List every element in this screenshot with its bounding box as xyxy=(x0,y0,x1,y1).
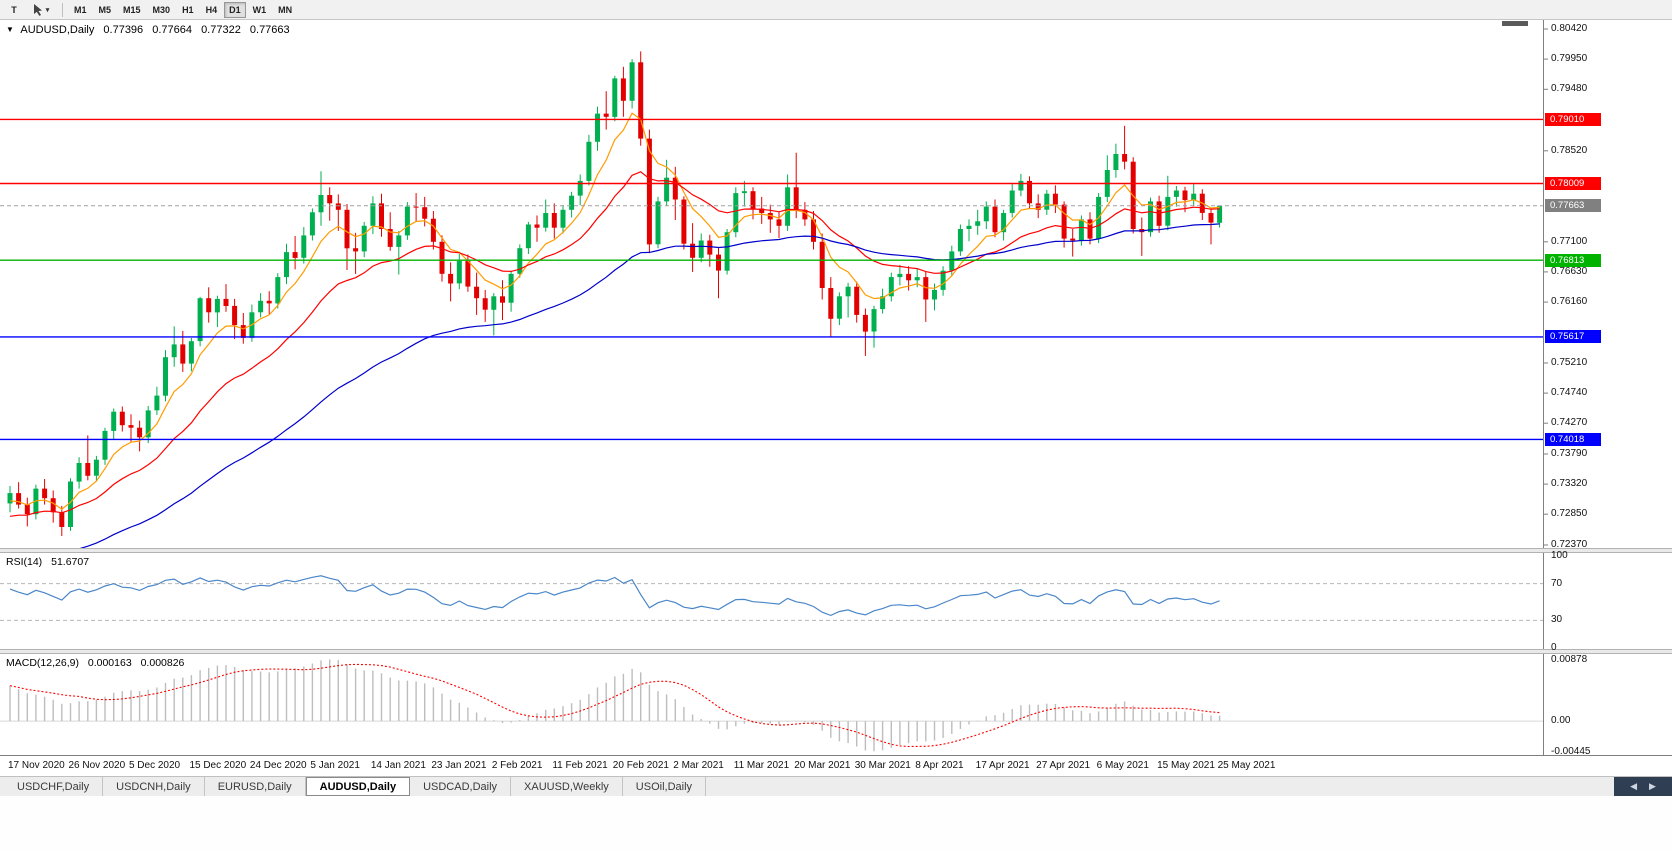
timeframe-button-M1[interactable]: M1 xyxy=(74,4,87,15)
chart-tab-USDCHF[interactable]: USDCHF,Daily xyxy=(4,777,104,796)
dropdown-arrow-icon: ▾ xyxy=(45,6,50,14)
chart-tab-USDCNH[interactable]: USDCNH,Daily xyxy=(103,777,205,796)
date-axis-label: 17 Nov 2020 xyxy=(8,760,65,771)
date-axis-label: 8 Apr 2021 xyxy=(915,760,964,771)
ohlc-high: 0.77664 xyxy=(152,24,192,36)
date-axis-label: 20 Mar 2021 xyxy=(794,760,851,771)
pointer-tool-button[interactable]: ▾ xyxy=(26,2,56,18)
macd-signal-value: 0.000826 xyxy=(140,657,185,669)
cursor-icon xyxy=(33,4,42,16)
date-axis-label: 24 Dec 2020 xyxy=(249,760,307,771)
chart-symbol-label: AUDUSD,Daily xyxy=(20,24,95,36)
toolbar: T ▾ M1 M5 M15 M30 H1 H4 D1 W1 MN xyxy=(0,0,1672,20)
date-axis-label: 27 Apr 2021 xyxy=(1036,760,1091,771)
ohlc-low: 0.77322 xyxy=(201,24,241,36)
timeframe-button-M15[interactable]: M15 xyxy=(123,4,141,15)
macd-indicator-label: MACD(12,26,9) 0.000163 0.000826 xyxy=(6,657,190,669)
tab-scroll-control[interactable]: ◀ ▶ xyxy=(1614,777,1672,796)
date-axis-label: 17 Apr 2021 xyxy=(975,760,1030,771)
timeframe-button-MN[interactable]: MN xyxy=(278,4,293,15)
chart-tab-EURUSD[interactable]: EURUSD,Daily xyxy=(205,777,306,796)
timeframe-button-H4[interactable]: H4 xyxy=(205,4,218,15)
date-axis-label: 20 Feb 2021 xyxy=(612,760,669,771)
chart-tab-USOil[interactable]: USOil,Daily xyxy=(623,777,707,796)
date-axis-label: 5 Dec 2020 xyxy=(128,760,181,771)
tab-scroll-right-icon[interactable]: ▶ xyxy=(1649,781,1656,791)
date-axis-label: 25 May 2021 xyxy=(1217,760,1276,771)
date-axis-label: 23 Jan 2021 xyxy=(431,760,487,771)
pane-splitter[interactable] xyxy=(0,649,1672,654)
chart-tab-AUDUSD[interactable]: AUDUSD,Daily xyxy=(305,777,411,796)
toolbar-separator xyxy=(62,2,63,17)
timeframe-button-H1[interactable]: H1 xyxy=(182,4,194,15)
timeframe-button-M5[interactable]: M5 xyxy=(98,4,112,15)
date-axis-label: 15 May 2021 xyxy=(1157,760,1215,771)
macd-name: MACD(12,26,9) xyxy=(6,657,79,669)
date-axis-label: 11 Mar 2021 xyxy=(733,760,790,771)
timeframe-buttons: M1 M5 M15 M30 H1 H4 D1 W1 MN xyxy=(68,1,298,18)
ohlc-close: 0.77663 xyxy=(249,24,290,36)
chart-tab-bar: USDCHF,Daily USDCNH,Daily EURUSD,Daily AUDU… xyxy=(0,776,1672,796)
chart-window: ▼ AUDUSD,Daily 0.77396 0.77664 0.77322 0… xyxy=(0,20,1672,776)
toolbar-button-t[interactable]: T xyxy=(11,4,17,15)
rsi-value: 51.6707 xyxy=(51,556,90,568)
chart-scrollbar-thumb[interactable] xyxy=(1502,21,1528,26)
chart-title: ▼ AUDUSD,Daily 0.77396 0.77664 0.77322 0… xyxy=(6,24,296,36)
timeframe-button-W1[interactable]: W1 xyxy=(252,4,267,15)
chart-tab-XAUUSD[interactable]: XAUUSD,Weekly xyxy=(511,777,623,796)
date-axis-label: 14 Jan 2021 xyxy=(370,760,426,771)
timeframe-button-D1[interactable]: D1 xyxy=(224,1,246,18)
rsi-indicator-label: RSI(14) 51.6707 xyxy=(6,556,95,568)
pane-splitter[interactable] xyxy=(0,548,1672,553)
chart-tabs: USDCHF,Daily USDCNH,Daily EURUSD,Daily AUDU… xyxy=(4,777,707,796)
timeframe-button-M30[interactable]: M30 xyxy=(152,4,171,15)
date-axis-label: 26 Nov 2020 xyxy=(68,760,126,771)
one-click-trading-arrow[interactable]: ▼ xyxy=(6,25,14,34)
date-axis: 17 Nov 2020 26 Nov 2020 5 Dec 2020 15 Dec 2… xyxy=(0,755,1672,776)
date-axis-label: 2 Feb 2021 xyxy=(491,760,543,771)
date-axis-label: 6 May 2021 xyxy=(1096,760,1149,771)
ohlc-open: 0.77396 xyxy=(103,24,144,36)
macd-main-value: 0.000163 xyxy=(87,657,132,669)
chart-canvas[interactable] xyxy=(0,20,1672,776)
date-axis-label: 30 Mar 2021 xyxy=(854,760,911,771)
chart-tab-USDCAD[interactable]: USDCAD,Daily xyxy=(410,777,512,796)
date-axis-label: 11 Feb 2021 xyxy=(552,760,608,771)
date-axis-label: 5 Jan 2021 xyxy=(310,760,360,771)
date-axis-label: 2 Mar 2021 xyxy=(673,760,724,771)
bottom-filler xyxy=(0,796,1672,851)
rsi-name: RSI(14) xyxy=(6,556,43,568)
tab-scroll-left-icon[interactable]: ◀ xyxy=(1630,781,1637,791)
date-axis-label: 15 Dec 2020 xyxy=(189,760,247,771)
